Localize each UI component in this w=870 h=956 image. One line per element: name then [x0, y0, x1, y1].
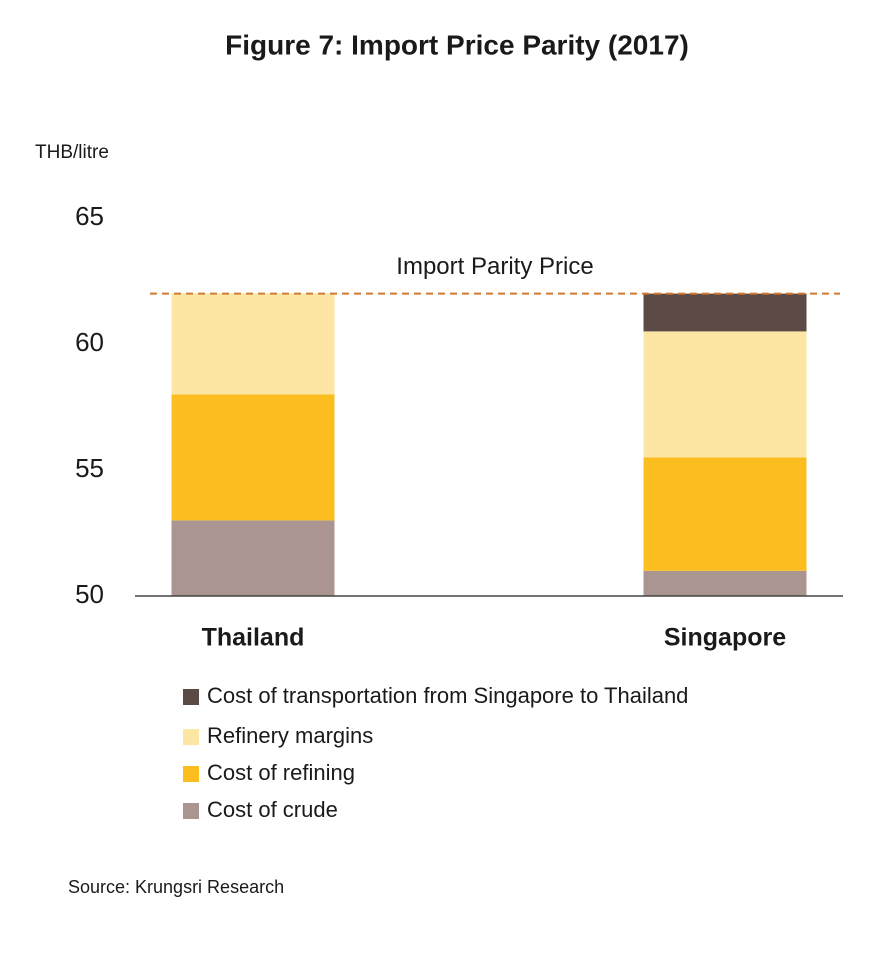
legend-swatch	[183, 689, 199, 705]
bar-segment	[171, 293, 335, 395]
bar-segment	[643, 293, 807, 332]
legend-label: Cost of crude	[207, 797, 338, 822]
y-axis-label: THB/litre	[35, 142, 109, 163]
y-tick-label: 65	[75, 201, 104, 231]
bar-segment	[171, 520, 335, 596]
reference-label: Import Parity Price	[396, 253, 593, 280]
y-tick-label: 60	[75, 327, 104, 357]
chart-title: Figure 7: Import Price Parity (2017)	[225, 29, 689, 60]
y-tick-label: 50	[75, 579, 104, 609]
x-tick-label: Thailand	[202, 624, 305, 652]
legend-swatch	[183, 766, 199, 782]
y-tick-label: 55	[75, 453, 104, 483]
legend-swatch	[183, 729, 199, 745]
legend-label: Cost of transportation from Singapore to…	[207, 683, 688, 708]
legend-label: Refinery margins	[207, 723, 373, 748]
bar-segment	[171, 394, 335, 521]
source: Source: Krungsri Research	[68, 877, 284, 897]
legend-label: Cost of refining	[207, 760, 355, 785]
bar-segment	[643, 331, 807, 458]
bar-segment	[643, 570, 807, 596]
legend-swatch	[183, 803, 199, 819]
bar-segment	[643, 457, 807, 571]
x-tick-label: Singapore	[664, 624, 786, 652]
